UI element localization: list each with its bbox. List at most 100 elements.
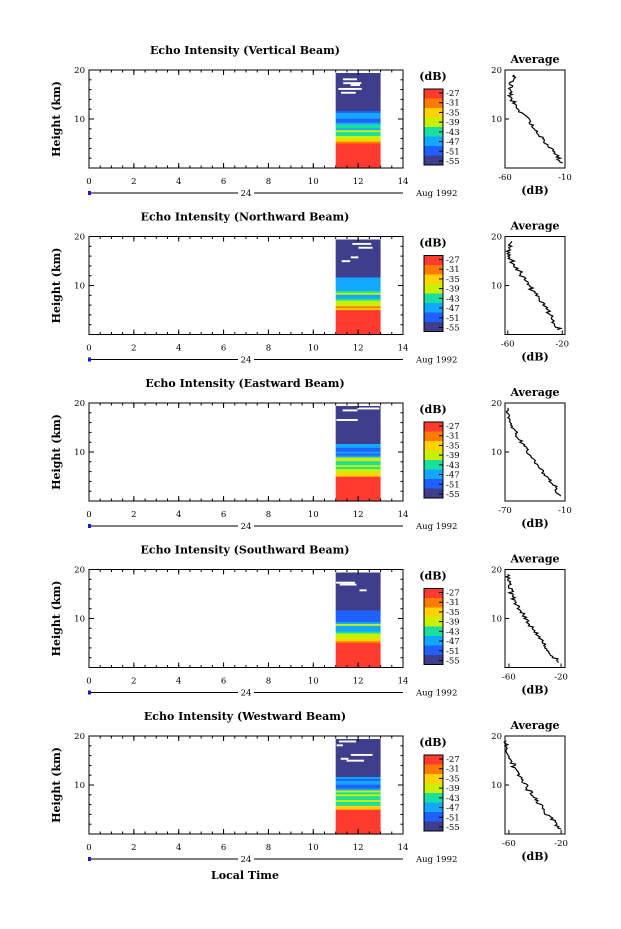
heatmap-cell (335, 282, 381, 286)
heatmap-gap (357, 406, 380, 410)
y-tick-label: 20 (74, 732, 85, 742)
x-tick-label: 6 (221, 177, 226, 187)
heatmap-cell (335, 133, 381, 136)
heatmap-cell (335, 749, 381, 753)
heatmap-cell (335, 315, 381, 318)
colorbar-frame (423, 88, 444, 166)
heatmap-cell (335, 437, 381, 441)
day-label-bg (238, 354, 254, 365)
heatmap-cell (335, 755, 381, 758)
profile-line (503, 740, 562, 830)
day-label: 24 (241, 522, 252, 532)
day-marker (88, 357, 91, 362)
panel-title: Echo Intensity (Northward Beam) (141, 211, 350, 224)
panel-2: Echo Intensity (Eastward Beam)0 2 4 6 8 10 12 1… (50, 377, 572, 532)
heatmap-cell (335, 789, 381, 793)
heatmap-cell (335, 655, 381, 659)
profile-line (506, 74, 563, 164)
profile-line (504, 241, 564, 331)
day-marker (88, 857, 91, 861)
x-tick-label: 0 (86, 344, 91, 354)
colorbar-label: (dB) (419, 403, 446, 416)
profile-x-tick-label: -20 (555, 340, 569, 350)
colorbar-swatch (424, 441, 443, 451)
heatmap-cell (335, 447, 381, 450)
heatmap-cell (335, 265, 381, 268)
colorbar-label: (dB) (419, 736, 446, 749)
heatmap-cell (335, 244, 381, 247)
heatmap-cell (335, 766, 381, 770)
x-tick-label: 8 (266, 677, 271, 687)
day-label: 24 (241, 689, 252, 699)
heatmap-cell (335, 102, 381, 106)
day-label: 24 (241, 855, 252, 865)
heatmap-cell (335, 613, 381, 617)
heatmap-cell (335, 652, 381, 655)
x-tick-label: 14 (398, 677, 409, 687)
profile-x-label: (dB) (521, 850, 548, 863)
heatmap-cell (335, 638, 381, 642)
profile-frame (504, 735, 566, 835)
heatmap-cell (335, 648, 381, 651)
heatmap-cell (335, 791, 381, 795)
colorbar-tick-label: -27 (446, 89, 460, 99)
heatmap-cell (335, 751, 381, 754)
colorbar-swatch (424, 265, 443, 275)
heatmap-cell (335, 246, 381, 249)
profile-x-tick-label: -10 (558, 173, 572, 183)
colorbar-swatch (424, 127, 443, 137)
heatmap-cell (335, 273, 381, 276)
profile-y-tick-label: 10 (491, 615, 502, 625)
heatmap-cell (335, 118, 381, 121)
heatmap-cell (335, 824, 381, 827)
heatmap-cell (335, 451, 381, 454)
colorbar-tick-label: -43 (446, 294, 460, 304)
x-tick-label: 0 (86, 177, 91, 187)
heatmap-cell (335, 460, 381, 464)
heatmap-cell (335, 805, 381, 808)
colorbar-tick-label: -55 (446, 823, 460, 833)
day-label-bg (238, 687, 254, 698)
x-tick-label: 14 (398, 177, 409, 187)
heatmap-cell (335, 462, 381, 466)
colorbar-swatch (424, 284, 443, 294)
colorbar-swatch (424, 469, 443, 480)
heatmap-cell (335, 583, 381, 586)
heatmap-cell (335, 799, 381, 802)
heatmap-cell (335, 596, 381, 599)
colorbar-swatch (424, 460, 443, 470)
profile-title: Average (509, 220, 559, 233)
profile-x-tick-label: -60 (502, 673, 516, 683)
heatmap-cell (335, 77, 381, 81)
heatmap-cell (335, 73, 381, 77)
colorbar-tick-label: -43 (446, 627, 460, 637)
x-tick-label: 2 (131, 677, 136, 687)
colorbar-frame (423, 421, 444, 499)
heatmap-gap (350, 83, 360, 87)
colorbar-tick-label: -55 (446, 324, 460, 334)
heatmap-cell (335, 607, 381, 611)
heatmap-cell (335, 489, 381, 492)
profile-frame (504, 69, 566, 169)
colorbar-swatch (424, 450, 443, 461)
colorbar-swatch (424, 155, 443, 166)
heatmap-cell (335, 98, 381, 102)
heatmap-cell (335, 292, 381, 295)
profile-title: Average (509, 53, 559, 66)
heatmap-cell (335, 319, 381, 322)
date-label: Aug 1992 (415, 522, 457, 532)
y-axis-label: Height (km) (50, 581, 63, 657)
heatmap-cell (335, 650, 381, 653)
heatmap-gap (336, 743, 343, 747)
heatmap-cell (335, 797, 381, 801)
profile-y-tick-label: 20 (491, 66, 502, 76)
day-label-bg (238, 521, 254, 531)
colorbar-tick-label: -39 (446, 118, 460, 128)
heatmap-cell (335, 786, 381, 789)
heatmap-cell (335, 154, 381, 158)
colorbar-frame (423, 588, 444, 665)
heatmap-cell (335, 619, 381, 623)
heatmap-cell (335, 116, 381, 119)
heatmap-cell (335, 590, 381, 594)
